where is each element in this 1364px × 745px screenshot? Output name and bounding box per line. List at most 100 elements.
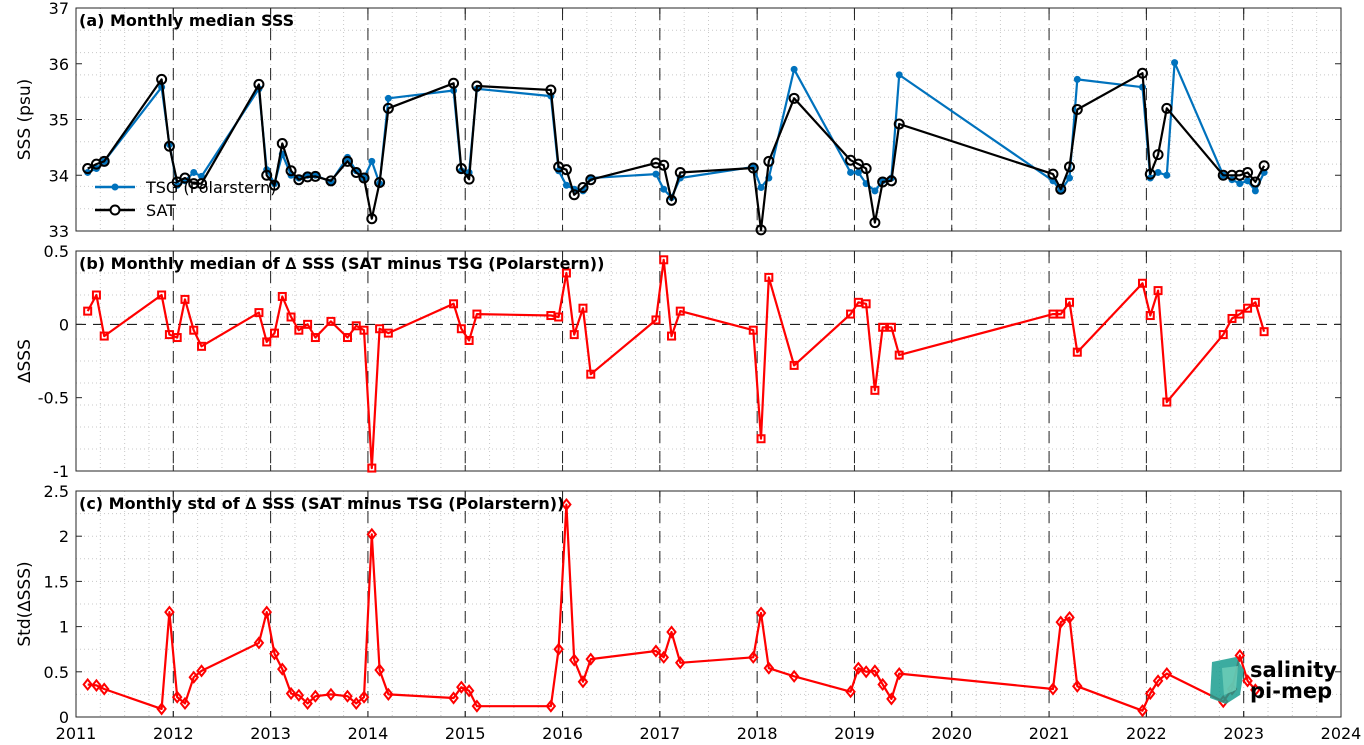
logo-shape-inner [1222, 666, 1238, 695]
data-point [270, 328, 280, 338]
data-point [179, 172, 191, 184]
y-tick-label: 33 [49, 222, 69, 241]
data-point [651, 315, 661, 325]
data-point [763, 155, 775, 167]
data-point [366, 213, 378, 225]
data-point [303, 319, 313, 329]
data-point [893, 118, 905, 130]
data-point [1137, 704, 1148, 718]
panel-a-sss: 33 34 35 36 37 SSS (psu) (a) Monthly median SS… [15, 0, 1342, 241]
data-point [179, 696, 191, 711]
series-delta [82, 497, 1261, 718]
data-point [1218, 330, 1228, 340]
y-tick-label: 36 [49, 55, 69, 74]
data-point [877, 677, 888, 692]
data-point [310, 333, 320, 343]
data-point [869, 664, 881, 678]
data-point [577, 182, 589, 194]
data-point [294, 325, 304, 335]
legend-tsg-marker [111, 183, 119, 191]
data-point [1163, 171, 1171, 179]
x-tick-label: 2021 [1029, 724, 1070, 743]
data-point [358, 690, 370, 704]
data-point [163, 140, 175, 152]
logo-text-pi-mep: pi-mep [1250, 679, 1332, 703]
data-point [82, 163, 94, 175]
legend-sat-label: SAT [146, 201, 176, 220]
data-point [98, 682, 110, 696]
data-point [1073, 75, 1081, 83]
legend-tsg-label: TSG (Polarstern) [145, 178, 276, 197]
x-tick-label: 2012 [153, 724, 194, 743]
data-point [886, 322, 896, 332]
series-delta [83, 255, 1269, 473]
data-point [854, 168, 862, 176]
data-point [1234, 648, 1246, 663]
data-point [560, 164, 572, 176]
data-point [675, 306, 685, 316]
data-point [1144, 686, 1156, 701]
data-point [660, 185, 668, 193]
data-point [384, 94, 392, 102]
data-point [1251, 187, 1259, 195]
data-point [190, 168, 198, 176]
data-point [764, 272, 774, 282]
data-point [383, 687, 394, 702]
x-tick-label: 2023 [1223, 724, 1264, 743]
data-point [1226, 169, 1238, 181]
panel-c-std-delta-sss: 0 0.5 1 1.5 2 2.5 2011 2012 2013 2014 2015 2016 2017… [15, 482, 1361, 743]
y-tick-label: 37 [49, 0, 69, 18]
data-point [342, 689, 353, 703]
legend-sat-marker [109, 204, 121, 216]
data-point [455, 163, 467, 175]
data-point [293, 688, 305, 702]
data-point [276, 137, 288, 149]
data-point [368, 157, 376, 165]
data-point [91, 290, 101, 300]
data-point [1137, 278, 1147, 288]
data-point [366, 527, 378, 541]
y-tick-label: 2.5 [44, 482, 69, 501]
data-point [1072, 347, 1082, 357]
data-point [568, 653, 580, 667]
data-point [860, 665, 872, 679]
data-point [196, 178, 208, 190]
data-point [569, 330, 579, 340]
data-point [196, 664, 207, 678]
data-point [652, 170, 660, 178]
data-point [585, 652, 597, 666]
data-point [1259, 327, 1269, 337]
data-point [1171, 59, 1179, 67]
data-point [757, 184, 765, 192]
data-point [325, 175, 337, 187]
y-axis-label: SSS (psu) [15, 79, 35, 160]
panel-title: (a) Monthly median SSS [79, 11, 294, 30]
legend: TSG (Polarstern) SAT [95, 178, 276, 220]
data-point [463, 173, 475, 185]
data-point [658, 650, 670, 664]
data-point [1055, 183, 1067, 195]
y-tick-label: 35 [49, 111, 69, 130]
data-point [871, 187, 879, 195]
data-point [674, 166, 686, 178]
data-point [472, 309, 482, 319]
data-point [156, 702, 167, 716]
data-point [269, 179, 281, 191]
data-point [172, 333, 182, 343]
data-point [326, 316, 336, 326]
series-line [87, 503, 1257, 712]
data-point [1161, 102, 1173, 114]
x-tick-label: 2024 [1321, 724, 1362, 743]
axes-frame [75, 250, 1342, 472]
data-point [1144, 168, 1156, 180]
data-point [91, 678, 102, 692]
data-point [302, 171, 314, 183]
data-point [1065, 297, 1075, 307]
data-point [269, 647, 280, 661]
panel-b-delta-sss: -1 -0.5 0 0.5 ∆SSS (b) Monthly median of ∆ SS… [15, 242, 1342, 481]
data-point [82, 677, 93, 692]
salinity-pi-mep-logo: salinity pi-mep [1210, 657, 1337, 704]
data-point [277, 291, 287, 301]
data-point [1136, 67, 1148, 79]
